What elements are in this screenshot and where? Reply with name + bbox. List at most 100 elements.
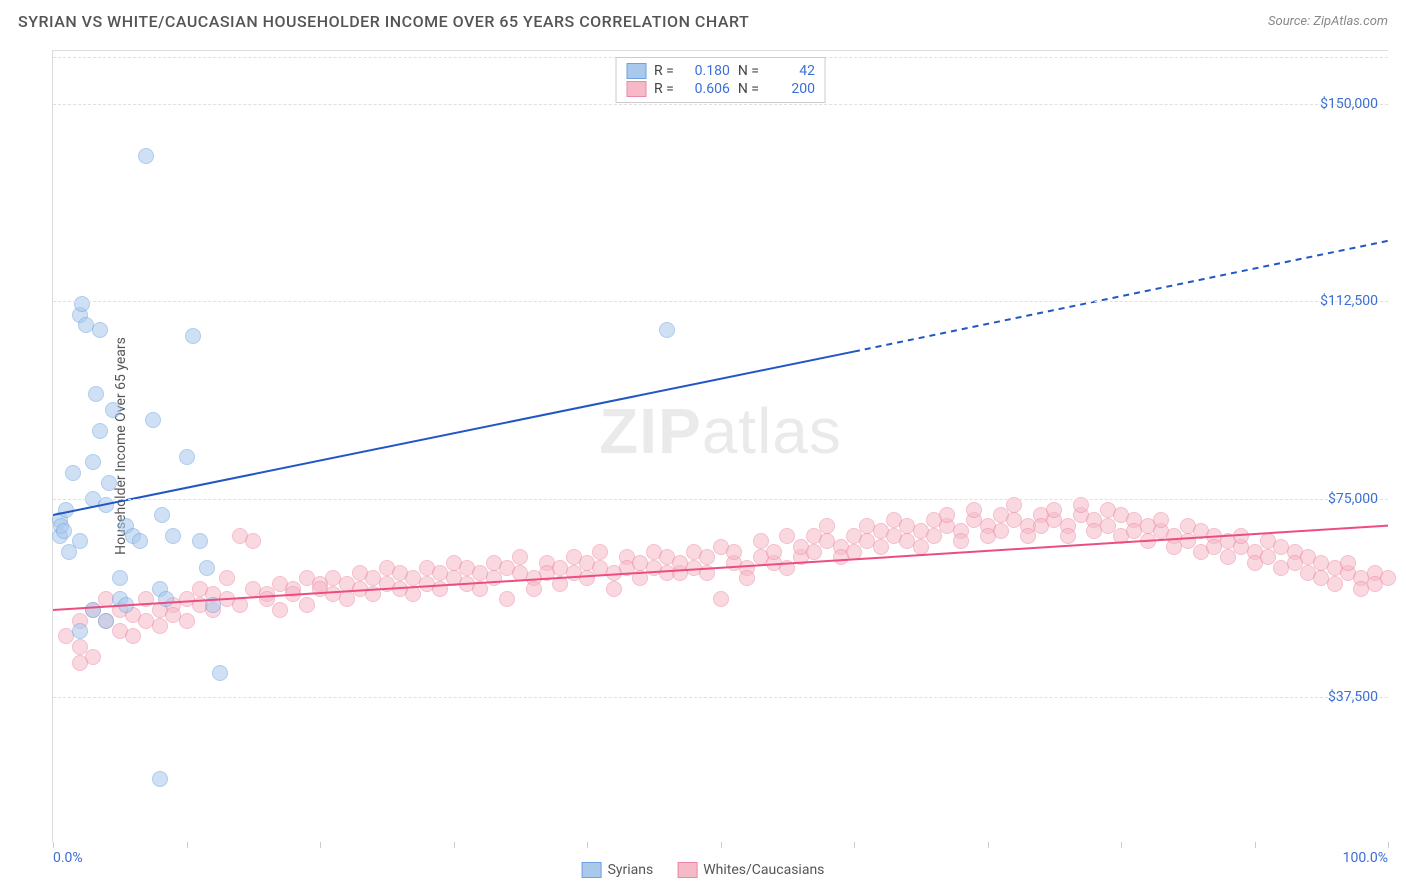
xtick bbox=[320, 842, 321, 848]
scatter-point bbox=[1046, 502, 1062, 518]
legend-n-label: N = bbox=[738, 81, 759, 97]
chart-title: SYRIAN VS WHITE/CAUCASIAN HOUSEHOLDER IN… bbox=[18, 12, 749, 31]
gridline bbox=[53, 697, 1388, 698]
scatter-point bbox=[118, 597, 134, 613]
scatter-point bbox=[939, 507, 955, 523]
scatter-point bbox=[72, 533, 88, 549]
scatter-point bbox=[966, 502, 982, 518]
scatter-point bbox=[179, 613, 195, 629]
scatter-point bbox=[766, 544, 782, 560]
legend-swatch-icon bbox=[626, 81, 646, 97]
scatter-point bbox=[92, 423, 108, 439]
scatter-point bbox=[232, 597, 248, 613]
xtick bbox=[854, 842, 855, 848]
legend-n-value: 200 bbox=[767, 81, 815, 97]
bottom-legend-label: Whites/Caucasians bbox=[703, 862, 824, 878]
scatter-point bbox=[72, 623, 88, 639]
legend-r-value: 0.180 bbox=[682, 63, 730, 79]
scatter-point bbox=[806, 544, 822, 560]
scatter-point bbox=[339, 591, 355, 607]
scatter-point bbox=[299, 597, 315, 613]
scatter-point bbox=[101, 475, 117, 491]
xtick bbox=[187, 842, 188, 848]
scatter-point bbox=[205, 597, 221, 613]
scatter-point bbox=[1060, 528, 1076, 544]
scatter-point bbox=[179, 449, 195, 465]
scatter-point bbox=[185, 328, 201, 344]
scatter-point bbox=[632, 570, 648, 586]
scatter-point bbox=[432, 581, 448, 597]
scatter-point bbox=[212, 665, 228, 681]
chart-header: SYRIAN VS WHITE/CAUCASIAN HOUSEHOLDER IN… bbox=[0, 0, 1406, 39]
xtick-label: 0.0% bbox=[53, 850, 83, 866]
scatter-point bbox=[779, 560, 795, 576]
scatter-point bbox=[105, 402, 121, 418]
scatter-point bbox=[699, 565, 715, 581]
scatter-point bbox=[272, 602, 288, 618]
scatter-point bbox=[1340, 555, 1356, 571]
scatter-point bbox=[112, 570, 128, 586]
legend-n-value: 42 bbox=[767, 63, 815, 79]
scatter-point bbox=[165, 528, 181, 544]
scatter-point bbox=[726, 544, 742, 560]
xtick bbox=[587, 842, 588, 848]
scatter-point bbox=[1233, 528, 1249, 544]
legend-r-value: 0.606 bbox=[682, 81, 730, 97]
scatter-point bbox=[552, 576, 568, 592]
chart-container: R = 0.180 N = 42 R = 0.606 N = 200 ZIPat… bbox=[52, 50, 1388, 842]
scatter-point bbox=[145, 412, 161, 428]
scatter-point bbox=[199, 560, 215, 576]
scatter-point bbox=[659, 322, 675, 338]
scatter-point bbox=[405, 586, 421, 602]
legend-stats-box: R = 0.180 N = 42 R = 0.606 N = 200 bbox=[615, 57, 826, 103]
scatter-point bbox=[993, 523, 1009, 539]
xtick bbox=[1388, 842, 1389, 848]
scatter-point bbox=[526, 581, 542, 597]
bottom-legend-item: Whites/Caucasians bbox=[677, 862, 824, 878]
scatter-point bbox=[74, 296, 90, 312]
scatter-point bbox=[913, 539, 929, 555]
scatter-point bbox=[152, 771, 168, 787]
scatter-point bbox=[138, 148, 154, 164]
scatter-point bbox=[58, 502, 74, 518]
scatter-point bbox=[873, 539, 889, 555]
chart-source: Source: ZipAtlas.com bbox=[1268, 14, 1388, 29]
scatter-point bbox=[499, 591, 515, 607]
ytick-label: $112,500 bbox=[1320, 293, 1378, 309]
scatter-point bbox=[88, 386, 104, 402]
scatter-point bbox=[245, 533, 261, 549]
scatter-point bbox=[472, 581, 488, 597]
scatter-point bbox=[606, 581, 622, 597]
scatter-point bbox=[1140, 533, 1156, 549]
scatter-point bbox=[1153, 512, 1169, 528]
legend-r-label: R = bbox=[654, 81, 674, 97]
scatter-point bbox=[1220, 549, 1236, 565]
scatter-point bbox=[713, 591, 729, 607]
scatter-point bbox=[512, 549, 528, 565]
scatter-point bbox=[819, 518, 835, 534]
scatter-point bbox=[132, 533, 148, 549]
legend-row: R = 0.606 N = 200 bbox=[626, 80, 815, 98]
xtick bbox=[721, 842, 722, 848]
legend-n-label: N = bbox=[738, 63, 759, 79]
legend-swatch-icon bbox=[626, 63, 646, 79]
scatter-point bbox=[158, 591, 174, 607]
scatter-point bbox=[486, 570, 502, 586]
bottom-legend-label: Syrians bbox=[608, 862, 654, 878]
scatter-point bbox=[1327, 576, 1343, 592]
scatter-point bbox=[192, 533, 208, 549]
legend-swatch-icon bbox=[582, 862, 602, 878]
ytick-label: $37,500 bbox=[1328, 689, 1378, 705]
legend-swatch-icon bbox=[677, 862, 697, 878]
xtick bbox=[1121, 842, 1122, 848]
bottom-legend-item: Syrians bbox=[582, 862, 654, 878]
gridline bbox=[53, 104, 1388, 105]
scatter-point bbox=[592, 544, 608, 560]
ytick-label: $150,000 bbox=[1320, 96, 1378, 112]
scatter-point bbox=[85, 454, 101, 470]
legend-r-label: R = bbox=[654, 63, 674, 79]
scatter-point bbox=[219, 570, 235, 586]
scatter-point bbox=[953, 533, 969, 549]
scatter-point bbox=[579, 570, 595, 586]
scatter-point bbox=[699, 549, 715, 565]
